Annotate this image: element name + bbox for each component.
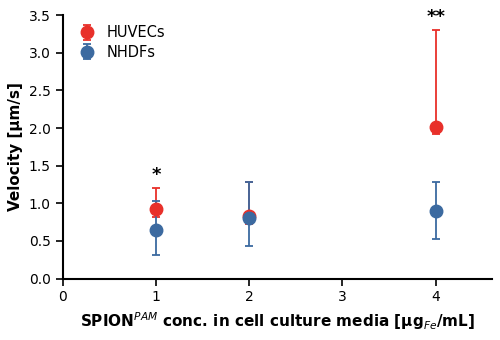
Legend: HUVECs, NHDFs: HUVECs, NHDFs	[70, 22, 168, 63]
Y-axis label: Velocity [µm/s]: Velocity [µm/s]	[8, 82, 24, 211]
Text: *: *	[151, 166, 160, 184]
X-axis label: SPION$^{PAM}$ conc. in cell culture media [µg$_{Fe}$/mL]: SPION$^{PAM}$ conc. in cell culture medi…	[80, 310, 474, 331]
Text: **: **	[426, 8, 445, 27]
